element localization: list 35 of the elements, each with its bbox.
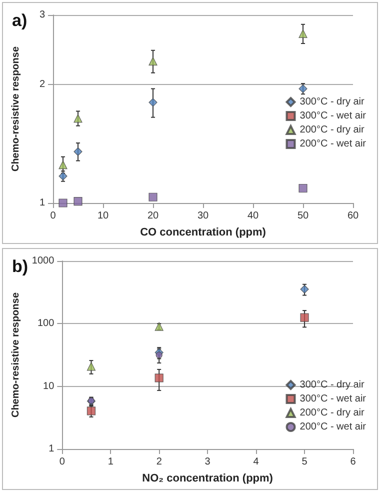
x-tick-label: 30 xyxy=(197,210,209,222)
chart-title: b) xyxy=(12,257,28,276)
y-tick-label: 2 xyxy=(39,78,46,90)
x-tick-label: 60 xyxy=(347,210,359,222)
legend-label: 300°C - wet air xyxy=(300,110,367,122)
x-axis-title: CO concentration (ppm) xyxy=(140,226,266,238)
chart-title: a) xyxy=(12,11,28,30)
y-tick-label: 1 xyxy=(48,444,55,454)
legend-label: 200°C - wet air xyxy=(300,422,367,432)
legend-label: 300°C - wet air xyxy=(300,394,367,404)
x-tick-label: 20 xyxy=(147,210,159,222)
x-tick-label: 4 xyxy=(253,456,260,468)
legend-label: 200°C - dry air xyxy=(300,408,365,418)
x-tick-label: 0 xyxy=(50,210,56,222)
x-axis-title: NO₂ concentration (ppm) xyxy=(142,472,274,484)
x-tick-label: 6 xyxy=(350,456,356,468)
y-tick-label: 1000 xyxy=(32,256,55,266)
x-tick-label: 10 xyxy=(97,210,109,222)
y-tick-label: 1 xyxy=(39,198,46,208)
legend-label: 300°C - dry air xyxy=(300,96,365,108)
y-tick-label: 10 xyxy=(43,380,55,392)
legend-label: 200°C - dry air xyxy=(300,124,365,136)
x-tick-label: 1 xyxy=(108,456,114,468)
x-tick-label: 5 xyxy=(302,456,308,468)
y-tick-label: 100 xyxy=(37,318,55,330)
x-tick-label: 40 xyxy=(247,210,259,222)
legend-label: 300°C - dry air xyxy=(300,380,365,390)
legend-label: 200°C - wet air xyxy=(300,138,367,150)
x-tick-label: 0 xyxy=(59,456,66,468)
x-tick-label: 50 xyxy=(297,210,309,222)
x-tick-label: 3 xyxy=(204,456,211,468)
x-tick-label: 2 xyxy=(156,456,162,468)
y-tick-label: 3 xyxy=(39,10,46,20)
y-axis-title: Chemo-resistive response xyxy=(10,46,22,172)
y-axis-title: Chemo-resistive response xyxy=(10,292,22,418)
